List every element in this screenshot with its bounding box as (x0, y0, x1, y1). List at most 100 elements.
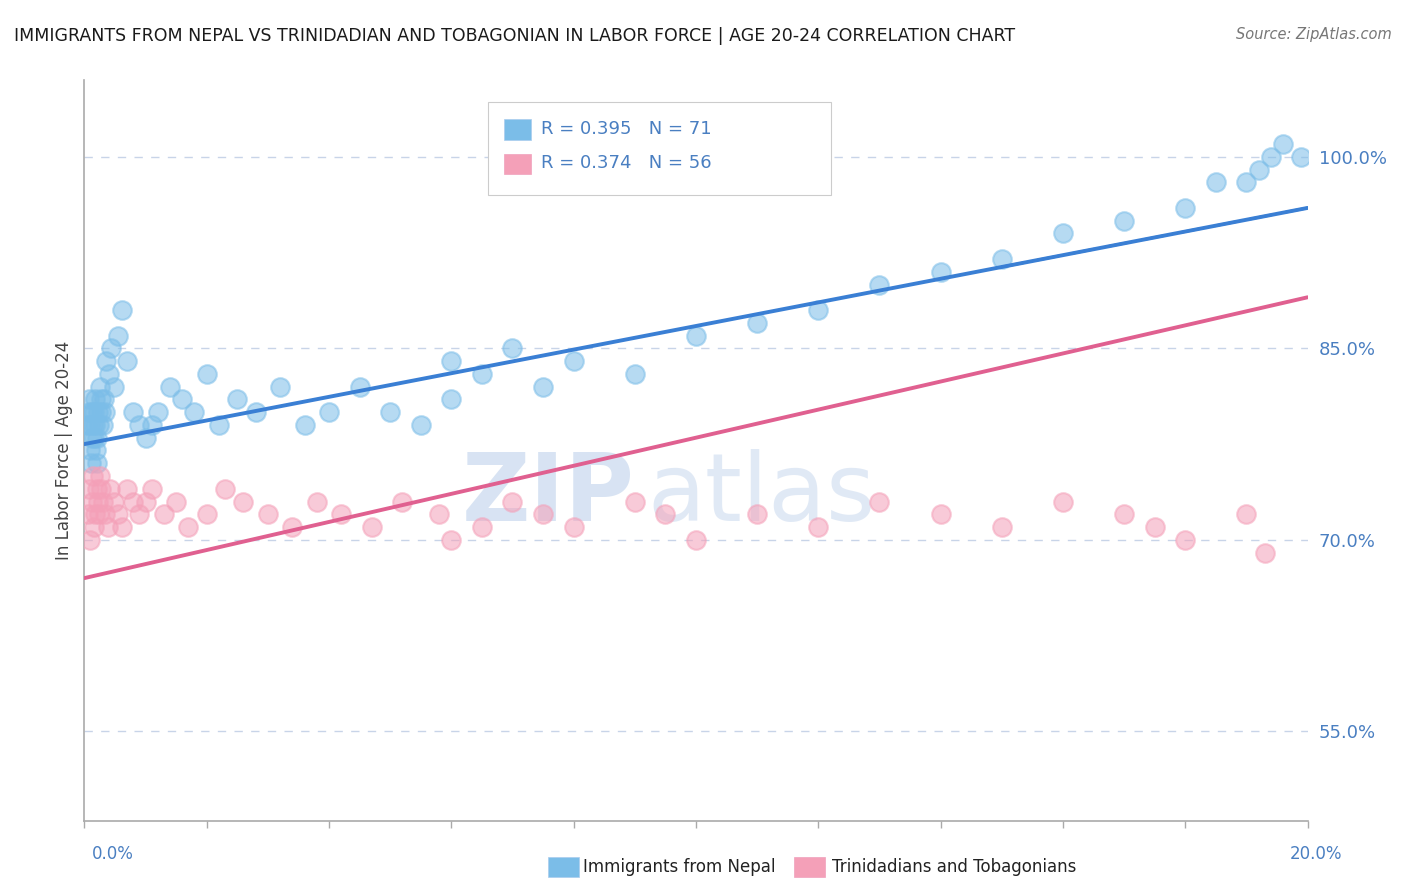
Point (111, 520, 134, 534)
Y-axis label: In Labor Force | Age 20-24: In Labor Force | Age 20-24 (55, 341, 73, 560)
Point (91, 494, 114, 508)
Point (122, 405, 145, 419)
Point (1247, 162, 1270, 177)
Point (1143, 520, 1166, 534)
Point (1114, 213, 1136, 227)
Point (471, 367, 494, 381)
Point (77, 392, 100, 407)
Text: 20.0%: 20.0% (1291, 845, 1343, 863)
Point (257, 508, 280, 522)
Point (128, 417, 150, 432)
Point (471, 520, 494, 534)
Point (1272, 137, 1295, 152)
Text: R = 0.374   N = 56: R = 0.374 N = 56 (541, 154, 711, 172)
Point (115, 482, 138, 496)
Point (153, 508, 176, 522)
Point (122, 494, 145, 508)
Point (502, 494, 524, 508)
Point (869, 494, 891, 508)
Text: atlas: atlas (647, 449, 876, 541)
Text: ZIP: ZIP (463, 449, 636, 541)
Point (269, 379, 291, 393)
Point (83, 520, 105, 534)
Point (305, 494, 328, 508)
Point (91, 417, 114, 432)
Point (83, 431, 105, 445)
Point (195, 508, 218, 522)
Point (214, 482, 236, 496)
Point (294, 417, 316, 432)
Point (1205, 175, 1227, 189)
Point (531, 508, 554, 522)
Point (195, 367, 218, 381)
Point (77, 405, 100, 419)
Point (929, 508, 952, 522)
Point (107, 508, 129, 522)
Point (82, 469, 104, 483)
Point (807, 303, 830, 318)
Point (245, 405, 267, 419)
Point (869, 277, 891, 292)
Point (135, 431, 157, 445)
Point (624, 494, 647, 508)
Point (531, 379, 554, 393)
Point (80, 494, 103, 508)
Point (76, 417, 98, 432)
Point (115, 354, 138, 368)
Point (103, 379, 125, 393)
Point (97, 367, 120, 381)
Point (1291, 150, 1313, 164)
Point (90, 405, 112, 419)
Point (318, 405, 340, 419)
Point (82, 405, 104, 419)
Point (349, 379, 371, 393)
Point (90, 482, 112, 496)
Point (89, 379, 111, 393)
Point (1254, 545, 1277, 559)
FancyBboxPatch shape (488, 103, 831, 195)
Point (1114, 508, 1136, 522)
Point (685, 328, 707, 343)
Point (84, 508, 107, 522)
Text: R = 0.395   N = 71: R = 0.395 N = 71 (541, 120, 711, 137)
Point (172, 392, 194, 407)
Point (135, 494, 157, 508)
Point (83, 405, 105, 419)
Point (562, 354, 585, 368)
Point (84, 443, 107, 458)
Text: Source: ZipAtlas.com: Source: ZipAtlas.com (1236, 27, 1392, 42)
Point (77, 508, 100, 522)
Point (96, 354, 118, 368)
Point (80, 456, 103, 470)
Point (90, 392, 112, 407)
Point (141, 482, 163, 496)
Point (1174, 201, 1197, 215)
Point (86, 431, 108, 445)
Point (1052, 227, 1074, 241)
Text: Immigrants from Nepal: Immigrants from Nepal (583, 858, 776, 876)
Point (100, 342, 122, 356)
Point (232, 494, 254, 508)
Point (87, 508, 110, 522)
Point (183, 405, 205, 419)
Point (79, 443, 101, 458)
Point (226, 392, 249, 407)
Point (685, 533, 707, 547)
Point (177, 520, 200, 534)
Point (624, 367, 647, 381)
Point (146, 405, 169, 419)
Point (87, 405, 110, 419)
Point (98, 482, 121, 496)
Point (86, 482, 108, 496)
Point (86, 456, 108, 470)
Point (654, 508, 676, 522)
Point (94, 405, 117, 419)
Point (94, 508, 117, 522)
Point (409, 417, 432, 432)
Point (281, 520, 304, 534)
Point (80, 431, 103, 445)
Point (165, 494, 187, 508)
Point (1052, 494, 1074, 508)
Point (380, 405, 402, 419)
Text: IMMIGRANTS FROM NEPAL VS TRINIDADIAN AND TOBAGONIAN IN LABOR FORCE | AGE 20-24 C: IMMIGRANTS FROM NEPAL VS TRINIDADIAN AND… (14, 27, 1015, 45)
